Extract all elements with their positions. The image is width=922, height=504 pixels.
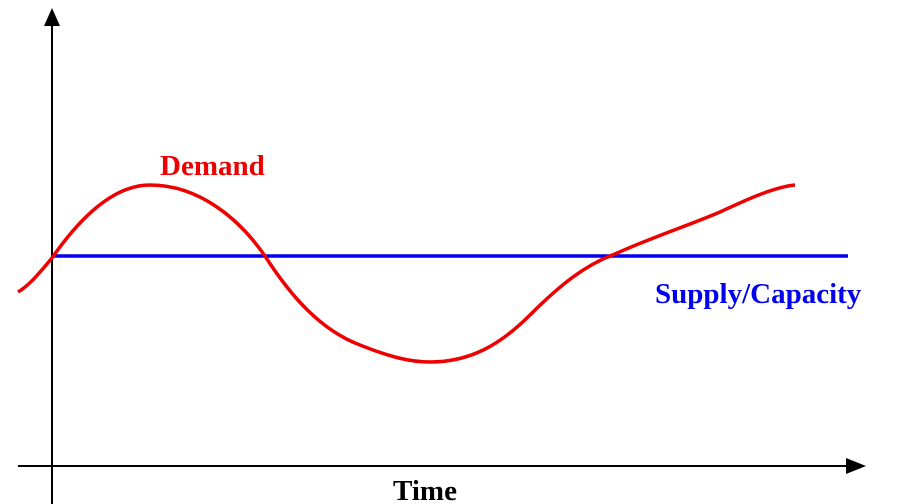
x-axis-label: Time <box>393 475 457 504</box>
supply-label: Supply/Capacity <box>655 278 862 310</box>
y-axis-arrow <box>44 8 60 26</box>
demand-label: Demand <box>160 150 265 182</box>
demand-curve <box>17 183 796 364</box>
x-axis-arrow <box>846 458 866 474</box>
